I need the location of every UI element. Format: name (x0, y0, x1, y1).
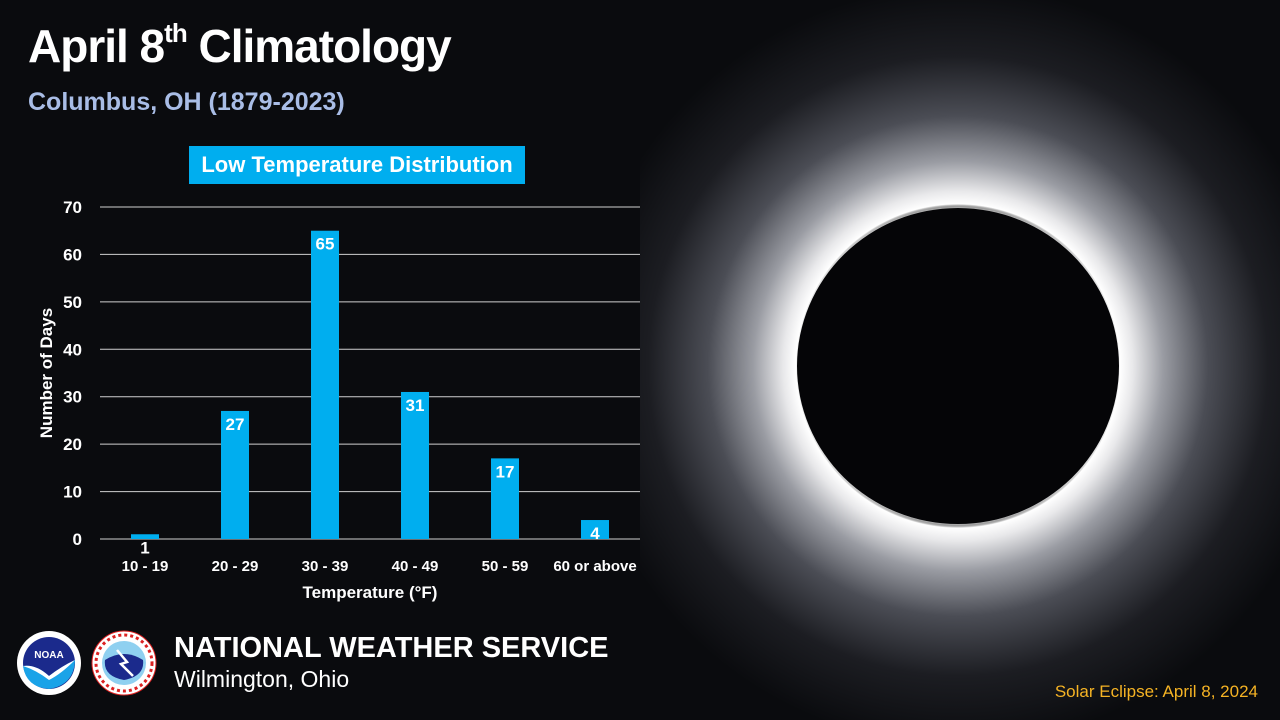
chart-title: Low Temperature Distribution (189, 146, 525, 184)
y-tick-label: 0 (73, 530, 82, 549)
photo-credit: Solar Eclipse: April 8, 2024 (1054, 682, 1258, 701)
bar (581, 520, 609, 539)
x-tick-label: 20 - 29 (212, 558, 259, 575)
data-label: 31 (406, 396, 425, 415)
data-label: 4 (590, 524, 600, 543)
y-axis-label: Number of Days (37, 308, 56, 438)
bar (221, 410, 249, 539)
x-axis-label: Temperature (°F) (303, 583, 438, 602)
y-tick-label: 50 (63, 293, 82, 312)
y-tick-label: 30 (63, 388, 82, 407)
title-main: April 8 (28, 20, 165, 72)
x-tick-label: 30 - 39 (302, 558, 349, 575)
x-tick-label: 10 - 19 (122, 558, 169, 575)
nws-org-name: NATIONAL WEATHER SERVICE (174, 632, 609, 664)
y-tick-label: 70 (63, 198, 82, 217)
data-label: 27 (226, 415, 245, 434)
bar (491, 458, 519, 539)
nws-office: Wilmington, Ohio (174, 666, 350, 692)
x-tick-label: 60 or above (553, 558, 636, 575)
page-title: April 8th Climatology (28, 18, 452, 73)
noaa-logo: NOAA (17, 631, 81, 695)
y-tick-label: 10 (63, 483, 82, 502)
bar (401, 391, 429, 539)
x-tick-label: 40 - 49 (392, 558, 439, 575)
page-subtitle: Columbus, OH (1879-2023) (28, 88, 345, 116)
bar (311, 230, 339, 539)
y-tick-label: 20 (63, 435, 82, 454)
data-label: 17 (496, 462, 515, 481)
bar-chart: 0 10 20 30 40 50 60 70 110 - 19 27 20 - 29 65 30 - 3… (37, 198, 640, 602)
noaa-logo-text: NOAA (34, 650, 63, 661)
title-rest: Climatology (186, 20, 451, 72)
y-tick-label: 60 (63, 245, 82, 264)
data-label: 65 (316, 235, 335, 254)
x-tick-label: 50 - 59 (482, 558, 529, 575)
bar (131, 534, 159, 539)
data-label: 1 (140, 538, 149, 557)
y-tick-label: 40 (63, 340, 82, 359)
moon-disk (797, 208, 1119, 524)
title-sup: th (164, 18, 188, 48)
nws-logo (91, 630, 157, 696)
